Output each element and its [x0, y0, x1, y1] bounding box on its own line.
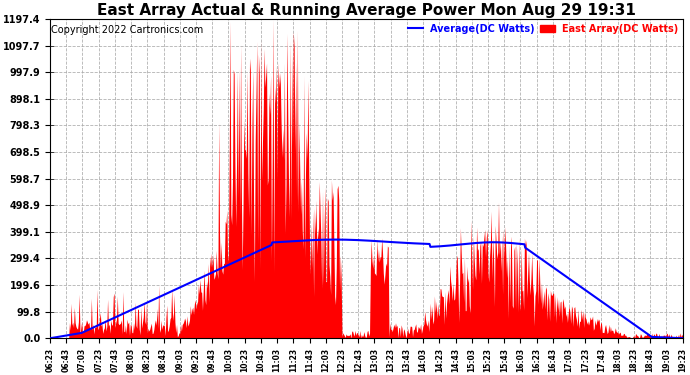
Legend: Average(DC Watts), East Array(DC Watts): Average(DC Watts), East Array(DC Watts) — [408, 24, 678, 34]
Title: East Array Actual & Running Average Power Mon Aug 29 19:31: East Array Actual & Running Average Powe… — [97, 3, 636, 18]
Text: Copyright 2022 Cartronics.com: Copyright 2022 Cartronics.com — [50, 26, 203, 35]
